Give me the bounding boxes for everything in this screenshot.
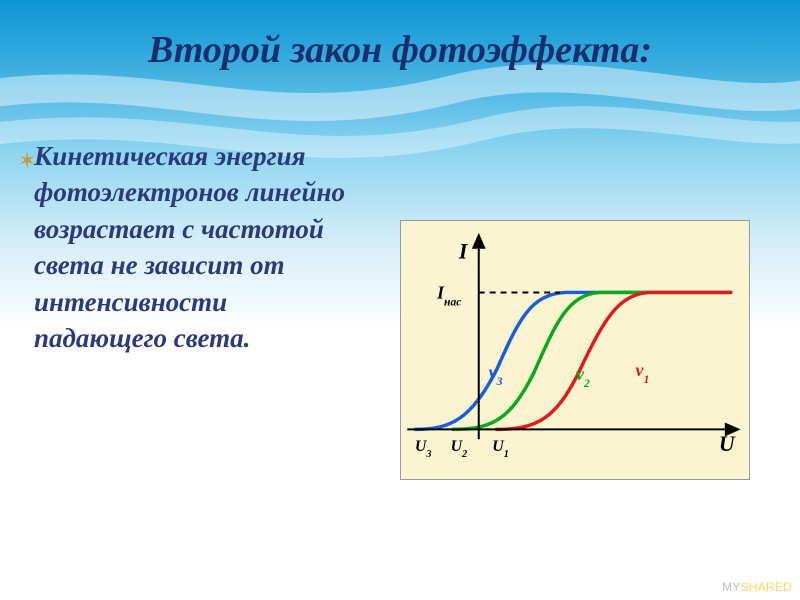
watermark-prefix: MY — [722, 580, 740, 594]
watermark: MYSHARED — [722, 580, 792, 594]
law-description: Кинетическая энергия фотоэлектронов лине… — [34, 138, 364, 357]
svg-text:I: I — [458, 240, 469, 264]
svg-text:U: U — [719, 432, 736, 456]
photoeffect-chart: IUIнасU3U2U1ν3ν2ν1 — [400, 220, 750, 480]
watermark-accent: SHARED — [741, 580, 792, 594]
page-title: Второй закон фотоэффекта: — [0, 28, 800, 72]
